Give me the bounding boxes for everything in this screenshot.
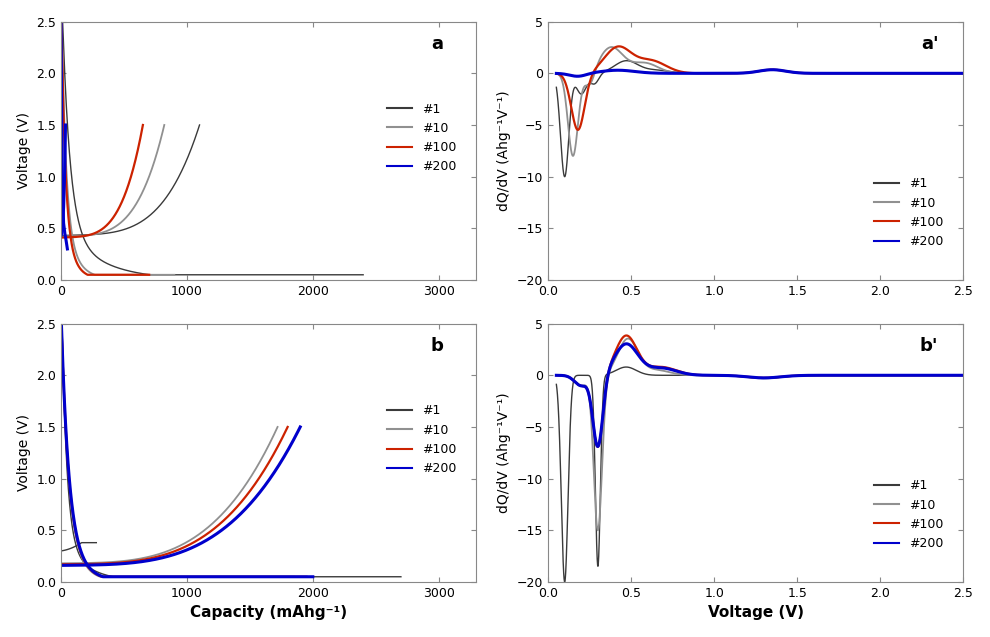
Text: b: b xyxy=(431,336,444,355)
Y-axis label: Voltage (V): Voltage (V) xyxy=(17,112,31,189)
Legend: #1, #10, #100, #200: #1, #10, #100, #200 xyxy=(869,475,948,555)
Legend: #1, #10, #100, #200: #1, #10, #100, #200 xyxy=(382,399,462,480)
X-axis label: Voltage (V): Voltage (V) xyxy=(708,605,804,620)
Legend: #1, #10, #100, #200: #1, #10, #100, #200 xyxy=(869,172,948,253)
Text: a: a xyxy=(432,34,444,53)
Y-axis label: dQ/dV (Ahg⁻¹V⁻¹): dQ/dV (Ahg⁻¹V⁻¹) xyxy=(497,392,511,513)
Y-axis label: dQ/dV (Ahg⁻¹V⁻¹): dQ/dV (Ahg⁻¹V⁻¹) xyxy=(497,90,511,211)
Y-axis label: Voltage (V): Voltage (V) xyxy=(17,414,31,491)
X-axis label: Capacity (mAhg⁻¹): Capacity (mAhg⁻¹) xyxy=(190,605,347,620)
Legend: #1, #10, #100, #200: #1, #10, #100, #200 xyxy=(382,97,462,178)
Text: a': a' xyxy=(921,34,939,53)
Text: b': b' xyxy=(920,336,939,355)
